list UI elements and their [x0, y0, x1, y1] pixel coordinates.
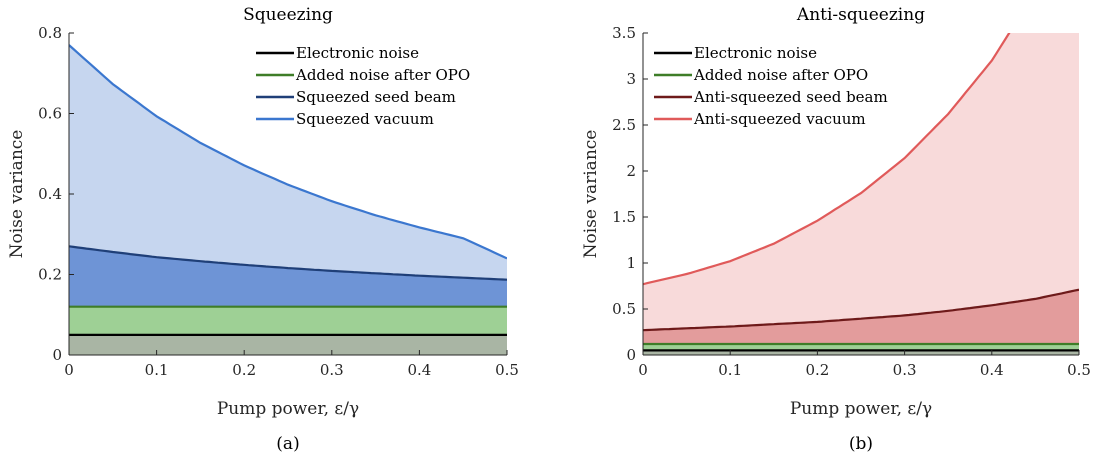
- x-tick-label: 0: [638, 361, 648, 379]
- panel-caption: (b): [849, 434, 873, 454]
- x-tick-label: 0.1: [718, 361, 742, 379]
- y-tick-label: 0: [52, 346, 62, 364]
- panel-caption: (a): [276, 434, 299, 454]
- y-tick-label: 0.8: [38, 24, 62, 42]
- chart-title: Anti-squeezing: [796, 5, 925, 25]
- y-tick-label: 2: [626, 162, 636, 180]
- x-tick-label: 0.3: [320, 361, 344, 379]
- legend-label-electronic-noise: Electronic noise: [694, 44, 817, 62]
- y-tick-label: 2.5: [612, 116, 636, 134]
- y-tick-label: 0.6: [38, 105, 62, 123]
- chart-title: Squeezing: [243, 5, 333, 25]
- y-tick-label: 1: [626, 254, 636, 272]
- area-electronic-noise: [69, 334, 507, 355]
- x-tick-label: 0.1: [145, 361, 169, 379]
- plot-area: [69, 44, 507, 355]
- panel-squeezing: 0 0.1 0.2 0.3 0.4 0.5 0 0.2 0.4 0.6 0.8 Squeezing Pu…: [7, 5, 519, 454]
- y-tick-label: 3: [626, 70, 636, 88]
- area-squeezed-vacuum: [69, 45, 507, 280]
- x-tick-label: 0.3: [893, 361, 917, 379]
- line-anti-squeezed-vacuum: [643, 33, 1011, 286]
- legend-label-added-noise-after-opo: Added noise after OPO: [295, 66, 470, 84]
- y-tick-label: 3.5: [612, 24, 636, 42]
- legend: Electronic noise Added noise after OPO Squ…: [250, 43, 474, 143]
- x-tick-label: 0.5: [495, 361, 519, 379]
- x-axis-label: Pump power, ε/γ: [790, 399, 932, 419]
- legend-box: [250, 43, 474, 143]
- x-tick-label: 0.5: [1067, 361, 1091, 379]
- legend-box: [648, 43, 878, 143]
- legend-label-anti-squeezed-seed-beam: Anti-squeezed seed beam: [693, 88, 888, 106]
- area-electronic-noise: [643, 350, 1079, 355]
- y-tick-label: 1.5: [612, 208, 636, 226]
- legend-label-added-noise-after-opo: Added noise after OPO: [693, 66, 868, 84]
- plot-area: [643, 33, 1079, 355]
- area-squeezed-seed-beam: [69, 246, 507, 307]
- y-axis-label: Noise variance: [7, 130, 27, 259]
- legend-label-electronic-noise: Electronic noise: [296, 44, 419, 62]
- legend-label-anti-squeezed-vacuum: Anti-squeezed vacuum: [693, 110, 866, 128]
- panel-anti-squeezing: 0 0.1 0.2 0.3 0.4 0.5 0 0.5 1 1.5 2 2.5 3 3.5 Anti-squ…: [581, 5, 1091, 454]
- x-tick-label: 0: [64, 361, 74, 379]
- area-anti-squeezed-seed-beam: [643, 289, 1079, 344]
- area-anti-squeezed-vacuum: [643, 33, 1079, 331]
- line-anti-squeezed-seed-beam: [643, 288, 1079, 332]
- x-tick-label: 0.2: [805, 361, 829, 379]
- legend-label-squeezed-seed-beam: Squeezed seed beam: [296, 88, 456, 106]
- y-axis-label: Noise variance: [581, 130, 601, 259]
- legend-label-squeezed-vacuum: Squeezed vacuum: [296, 110, 434, 128]
- line-squeezed-vacuum: [69, 44, 507, 260]
- y-tick-label: 0: [626, 346, 636, 364]
- x-axis-label: Pump power, ε/γ: [217, 399, 359, 419]
- area-added-noise-after-opo: [643, 344, 1079, 351]
- y-tick-label: 0.2: [38, 266, 62, 284]
- x-tick-label: 0.4: [407, 361, 431, 379]
- y-tick-label: 0.4: [38, 185, 62, 203]
- area-added-noise-after-opo: [69, 306, 507, 335]
- legend: Electronic noise Added noise after OPO Ant…: [648, 43, 888, 143]
- line-squeezed-seed-beam: [69, 245, 507, 281]
- x-tick-label: 0.2: [232, 361, 256, 379]
- x-tick-label: 0.4: [980, 361, 1004, 379]
- y-tick-label: 0.5: [612, 300, 636, 318]
